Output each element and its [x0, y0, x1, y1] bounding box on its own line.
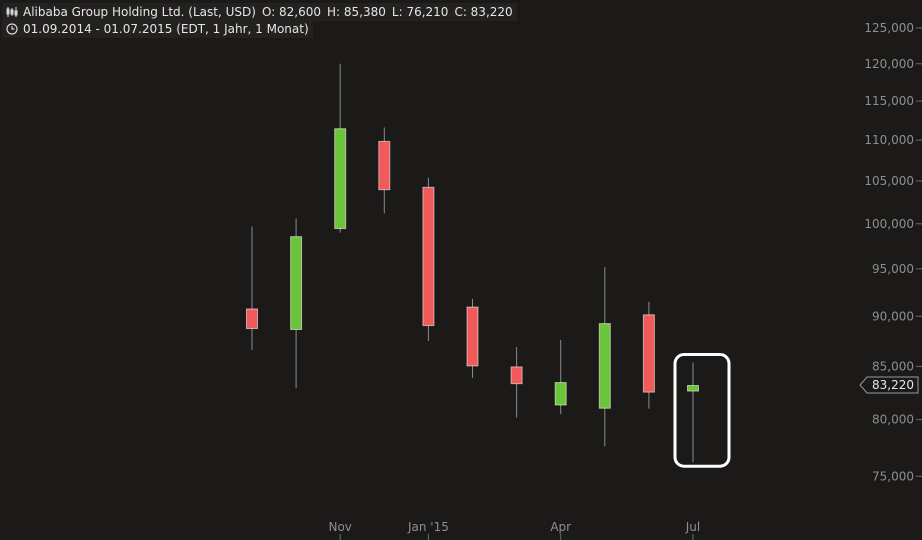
chart-type-icon[interactable] — [6, 5, 23, 19]
y-tick-label: 75,000 — [872, 469, 914, 483]
x-tick-label: Nov — [328, 520, 351, 534]
open-value: O: 82,600 — [261, 5, 322, 19]
period-range: 01.09.2014 - 01.07.2015 (EDT, 1 Jahr, 1 … — [23, 22, 309, 36]
clock-icon — [6, 22, 23, 36]
highlight-box — [673, 353, 731, 468]
last-price-label: 83,220 — [872, 378, 914, 392]
candle-body — [290, 236, 303, 331]
candle-body — [554, 382, 567, 406]
x-tick-label: Jan '15 — [407, 520, 449, 534]
candle-body — [687, 384, 699, 392]
low-value: L: 76,210 — [391, 5, 449, 19]
candle-body — [466, 306, 479, 367]
instrument-info-bar: Alibaba Group Holding Ltd. (Last, USD) O:… — [2, 3, 517, 21]
y-tick-label: 125,000 — [864, 21, 914, 35]
y-tick-label: 105,000 — [864, 174, 914, 188]
candle-body — [422, 186, 435, 327]
y-tick-label: 100,000 — [864, 217, 914, 231]
candle-body — [378, 140, 391, 191]
candlestick-series — [246, 63, 699, 463]
x-tick-label: Jul — [685, 520, 700, 534]
instrument-name: Alibaba Group Holding Ltd. (Last, USD) — [23, 5, 256, 19]
candle-body — [334, 128, 347, 230]
y-tick-label: 115,000 — [864, 94, 914, 108]
close-value: C: 83,220 — [454, 5, 513, 19]
candle-body — [246, 308, 258, 330]
y-tick-label: 85,000 — [872, 359, 914, 373]
y-tick-label: 80,000 — [872, 413, 914, 427]
x-tick-label: Apr — [550, 520, 571, 534]
high-value: H: 85,380 — [327, 5, 386, 19]
last-price-tag — [859, 376, 919, 394]
y-tick-label: 90,000 — [872, 309, 914, 323]
y-tick-label: 110,000 — [864, 133, 914, 147]
chart-overlay: 83,220 — [673, 353, 919, 468]
candle-body — [598, 323, 611, 409]
y-tick-label: 120,000 — [864, 57, 914, 71]
y-axis: 75,000 80,000 85,000 90,000 95,000 100,000 105… — [864, 21, 922, 483]
candle-body — [642, 314, 655, 393]
y-tick-label: 95,000 — [872, 262, 914, 276]
candle-body — [510, 366, 523, 385]
x-axis: Nov Jan '15 Apr Jul — [328, 520, 700, 540]
period-info-bar: 01.09.2014 - 01.07.2015 (EDT, 1 Jahr, 1 … — [2, 20, 313, 38]
